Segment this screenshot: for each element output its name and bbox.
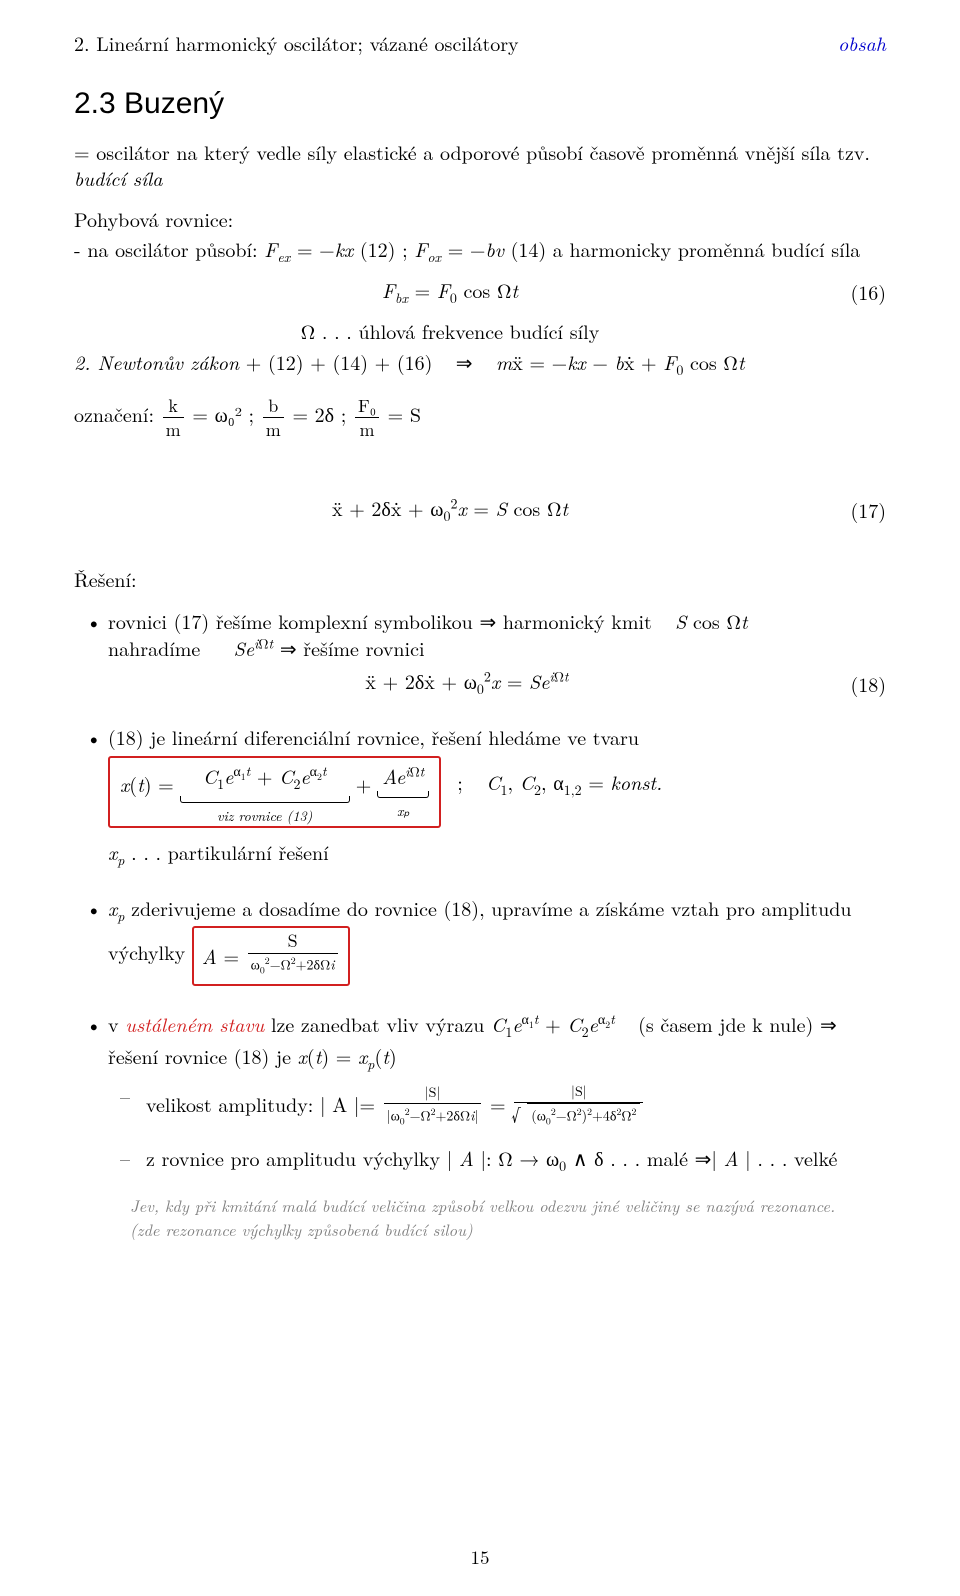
note-line-2: (zde rezonance výchylky způsobená budící… <box>130 1217 473 1241</box>
equation-18: ẍ + 2δẋ + ω02x = SeiΩt (18) <box>108 667 886 699</box>
intro-emphasis: budící síla <box>74 163 162 192</box>
intro-paragraph: = oscilátor na který vedle síly elastick… <box>74 139 886 190</box>
sub1-prefix: velikost amplitudy: | A |= <box>146 1089 382 1118</box>
sub1-eq: = <box>490 1089 512 1118</box>
equation-16: Fbx = F0 cos Ωt (16) <box>74 275 886 308</box>
obsah-link[interactable]: obsah <box>838 28 886 57</box>
notation-line: označení: km = ω₀² ; bm = 2δ ; F₀m = S <box>74 394 886 441</box>
motion-eq-line: - na oscilátor působí: Fex = −kx (12) ; … <box>74 236 886 267</box>
newton-law-ital: 2. Newtonův zákon <box>74 347 239 376</box>
omega-freq-line: Ω . . . úhlová frekvence budící síly <box>74 316 886 345</box>
notation-part3: = S <box>388 398 421 427</box>
bullet3-a: xp zderivujeme a dosadíme do rovnice (18… <box>108 893 852 922</box>
bullet3-b-prefix: výchylky <box>108 937 192 966</box>
frac-b-num: b <box>263 394 284 417</box>
solution-heading-text: Řešení: <box>74 564 137 593</box>
sub1-frac2-num: |S| <box>514 1081 643 1101</box>
notation-prefix: označení: <box>74 398 161 427</box>
frac-b-den: m <box>263 417 284 441</box>
brace-label-viz13: viz rovnice (13) <box>180 807 350 826</box>
eq18-num: (18) <box>826 670 886 697</box>
frac-F-num: F₀ <box>355 394 379 417</box>
bullet-linear-ode: (18) je lineární diferenciální rovnice, … <box>108 723 886 870</box>
bullet1-line-b: nahradíme SeiΩt ⇒ řešíme rovnici <box>108 633 425 662</box>
notation-part1: = ω₀² ; <box>192 398 260 427</box>
sub1-frac1-num: |S| <box>384 1082 482 1102</box>
section-title: 2.3 Buzený <box>74 87 886 121</box>
motion-eq-heading: Pohybová rovnice: <box>74 206 886 232</box>
bullet-steady-state: v ustáleném stavu lze zanedbat vliv výra… <box>108 1010 886 1243</box>
redbox-amplitude: A = Sω02−Ω2+2δΩi <box>192 926 350 986</box>
solution-heading: Řešení: <box>74 566 886 592</box>
bullet2-xp-line: xp . . . partikulární řešení <box>108 837 329 866</box>
brace-label-xp: xₚ <box>377 802 429 821</box>
omega-freq-text: Ω . . . úhlová frekvence budící síly <box>74 316 826 345</box>
sub-bullet-amplitude-mag: velikost amplitudy: | A |= |S| |ω02−Ω2+2… <box>146 1081 886 1127</box>
notation-part2: = 2δ ; <box>292 398 353 427</box>
frac-k-den: m <box>163 417 184 441</box>
eq17-num: (17) <box>826 495 886 524</box>
bullet3-b: výchylky A = Sω02−Ω2+2δΩi <box>108 937 350 966</box>
bullet1-line-a: rovnici (17) řešíme komplexní symbolikou… <box>108 606 748 635</box>
newton-law-rest: + (12) + (14) + (16) ⇒ mẍ = −kx − bẋ + F… <box>246 347 745 376</box>
intro-text: = oscilátor na který vedle síly elastick… <box>74 137 870 166</box>
frac-F-den: m <box>355 417 379 441</box>
bullet4-pre: v <box>108 1009 125 1038</box>
note-resonance: Jev, kdy při kmitání malá budící veličin… <box>130 1193 876 1243</box>
redbox-after: ; C1, C2, α1,2 = konst. <box>441 756 662 800</box>
page-number: 15 <box>0 1543 960 1570</box>
steady-state-emph: ustáleném stavu <box>125 1009 264 1038</box>
bullet-amplitude: xp zderivujeme a dosadíme do rovnice (18… <box>108 894 886 986</box>
redbox-solution-form: x(t) = C1eα1t + C2eα2t viz rovnice (13) … <box>108 756 441 828</box>
motion-eq-heading-text: Pohybová rovnice: <box>74 204 233 233</box>
sub2-text: z rovnice pro amplitudu výchylky | A |: … <box>146 1143 837 1172</box>
bullet2-line-a: (18) je lineární diferenciální rovnice, … <box>108 722 639 751</box>
newton-law-line: 2. Newtonův zákon + (12) + (14) + (16) ⇒… <box>74 349 886 380</box>
bullet-complex-symbol: rovnici (17) řešíme komplexní symbolikou… <box>108 607 886 699</box>
eq16-num: (16) <box>826 277 886 306</box>
note-line-1: Jev, kdy při kmitání malá budící veličin… <box>130 1193 835 1217</box>
ampA-num: S <box>248 929 338 953</box>
equation-17: ẍ + 2δẋ + ω02x = S cos Ωt (17) <box>74 493 886 526</box>
sub-bullet-resonance-cond: z rovnice pro amplitudu výchylky | A |: … <box>146 1143 886 1176</box>
frac-k-num: k <box>163 394 184 417</box>
motion-eq-line-text: - na oscilátor působí: Fex = −kx (12) ; … <box>74 234 860 263</box>
chapter-running-head: 2. Lineární harmonický oscilátor; vázané… <box>74 28 519 57</box>
